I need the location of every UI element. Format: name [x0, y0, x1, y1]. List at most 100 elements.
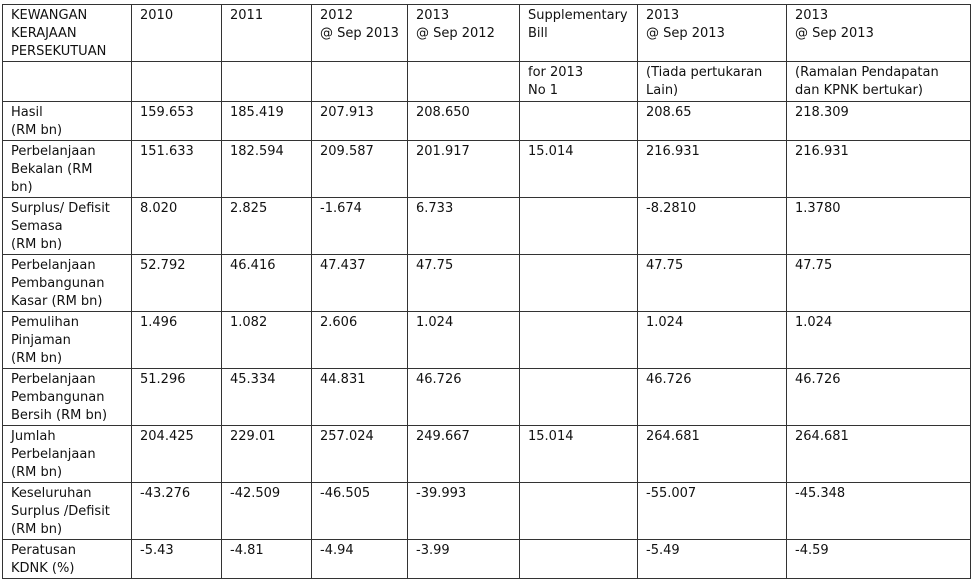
- table-cell: -39.993: [407, 482, 520, 540]
- table-cell: 216.931: [786, 140, 971, 198]
- table-cell: -43.276: [131, 482, 222, 540]
- header-subrow: for 2013 No 1 (Tiada pertukaran Lain) (R…: [2, 61, 971, 102]
- table-cell: 1.024: [786, 311, 971, 369]
- table-cell: 46.416: [221, 254, 312, 312]
- table-cell: 209.587: [311, 140, 408, 198]
- table-cell: 44.831: [311, 368, 408, 426]
- row-label: Pemulihan Pinjaman (RM bn): [2, 311, 132, 369]
- header-cell-2012: 2012 @ Sep 2013: [311, 4, 408, 62]
- row-label: Surplus/ Defisit Semasa (RM bn): [2, 197, 132, 255]
- table-cell: 46.726: [786, 368, 971, 426]
- table-cell: -4.94: [311, 539, 408, 579]
- table-cell: -8.2810: [637, 197, 787, 255]
- table-cell: 47.75: [407, 254, 520, 312]
- row-label: Jumlah Perbelanjaan (RM bn): [2, 425, 132, 483]
- table-cell: 1.024: [407, 311, 520, 369]
- table-cell: 208.65: [637, 101, 787, 141]
- table-cell: 47.437: [311, 254, 408, 312]
- table-cell: 257.024: [311, 425, 408, 483]
- table-row: Perbelanjaan Pembangunan Kasar (RM bn) 5…: [2, 254, 971, 312]
- table-cell: 1.3780: [786, 197, 971, 255]
- table-cell: 15.014: [519, 425, 638, 483]
- row-label: Perbelanjaan Pembangunan Bersih (RM bn): [2, 368, 132, 426]
- table-cell: -45.348: [786, 482, 971, 540]
- table-cell: 185.419: [221, 101, 312, 141]
- table-cell: -42.509: [221, 482, 312, 540]
- table-row: Pemulihan Pinjaman (RM bn) 1.496 1.082 2…: [2, 311, 971, 369]
- table-cell: 47.75: [786, 254, 971, 312]
- row-label: Perbelanjaan Pembangunan Kasar (RM bn): [2, 254, 132, 312]
- table-cell: 208.650: [407, 101, 520, 141]
- table-cell: 204.425: [131, 425, 222, 483]
- table-cell: 229.01: [221, 425, 312, 483]
- table-cell: 182.594: [221, 140, 312, 198]
- header-cell-2011: 2011: [221, 4, 312, 62]
- row-label: Hasil (RM bn): [2, 101, 132, 141]
- table-cell: 15.014: [519, 140, 638, 198]
- table-row: Perbelanjaan Pembangunan Bersih (RM bn) …: [2, 368, 971, 426]
- table-cell: [519, 101, 638, 141]
- table-cell: -4.59: [786, 539, 971, 579]
- table-cell: 1.496: [131, 311, 222, 369]
- table-cell: 2.606: [311, 311, 408, 369]
- table-cell: [519, 482, 638, 540]
- table-row: Peratusan KDNK (%) -5.43 -4.81 -4.94 -3.…: [2, 539, 971, 579]
- table-cell: -5.49: [637, 539, 787, 579]
- table-cell: 8.020: [131, 197, 222, 255]
- header-subcell-supplementary-bill: for 2013 No 1: [519, 61, 638, 102]
- table-row: Hasil (RM bn) 159.653 185.419 207.913 20…: [2, 101, 971, 141]
- table-cell: 264.681: [786, 425, 971, 483]
- header-cell-2010: 2010: [131, 4, 222, 62]
- row-label: Keseluruhan Surplus /Defisit (RM bn): [2, 482, 132, 540]
- table-cell: 264.681: [637, 425, 787, 483]
- header-subcell: [311, 61, 408, 102]
- table-cell: -46.505: [311, 482, 408, 540]
- table-cell: [519, 539, 638, 579]
- table-cell: 216.931: [637, 140, 787, 198]
- table-cell: -55.007: [637, 482, 787, 540]
- table-cell: 151.633: [131, 140, 222, 198]
- table-cell: 249.667: [407, 425, 520, 483]
- table-cell: 52.792: [131, 254, 222, 312]
- table-cell: -5.43: [131, 539, 222, 579]
- header-cell-2013-sep-2012: 2013 @ Sep 2012: [407, 4, 520, 62]
- table-cell: 218.309: [786, 101, 971, 141]
- header-cell-2013-forecast: 2013 @ Sep 2013: [786, 4, 971, 62]
- table-row: Keseluruhan Surplus /Defisit (RM bn) -43…: [2, 482, 971, 540]
- table-cell: 47.75: [637, 254, 787, 312]
- federal-finance-table: KEWANGAN KERAJAAN PERSEKUTUAN 2010 2011 …: [2, 4, 971, 579]
- header-subcell-forecast: (Ramalan Pendapatan dan KPNK bertukar): [786, 61, 971, 102]
- table-cell: 2.825: [221, 197, 312, 255]
- table-row: Perbelanjaan Bekalan (RM bn) 151.633 182…: [2, 140, 971, 198]
- table-cell: 201.917: [407, 140, 520, 198]
- row-label: Perbelanjaan Bekalan (RM bn): [2, 140, 132, 198]
- row-label: Peratusan KDNK (%): [2, 539, 132, 579]
- header-subcell: [131, 61, 222, 102]
- table-cell: [519, 311, 638, 369]
- table-cell: [519, 254, 638, 312]
- header-cell-2013-no-change: 2013 @ Sep 2013: [637, 4, 787, 62]
- table-cell: [519, 368, 638, 426]
- table-row: Surplus/ Defisit Semasa (RM bn) 8.020 2.…: [2, 197, 971, 255]
- table-cell: 6.733: [407, 197, 520, 255]
- header-subcell: [2, 61, 132, 102]
- table-cell: 1.082: [221, 311, 312, 369]
- table-row: Jumlah Perbelanjaan (RM bn) 204.425 229.…: [2, 425, 971, 483]
- table-cell: 46.726: [637, 368, 787, 426]
- table-cell: 45.334: [221, 368, 312, 426]
- table-cell: 159.653: [131, 101, 222, 141]
- table-cell: -4.81: [221, 539, 312, 579]
- table-cell: 51.296: [131, 368, 222, 426]
- header-subcell: [407, 61, 520, 102]
- header-row: KEWANGAN KERAJAAN PERSEKUTUAN 2010 2011 …: [2, 4, 971, 62]
- header-subcell-no-change: (Tiada pertukaran Lain): [637, 61, 787, 102]
- table-cell: -1.674: [311, 197, 408, 255]
- table-cell: [519, 197, 638, 255]
- header-subcell: [221, 61, 312, 102]
- table-cell: 46.726: [407, 368, 520, 426]
- table-cell: -3.99: [407, 539, 520, 579]
- table-cell: 207.913: [311, 101, 408, 141]
- header-cell-title: KEWANGAN KERAJAAN PERSEKUTUAN: [2, 4, 132, 62]
- header-cell-supplementary-bill: Supplementary Bill: [519, 4, 638, 62]
- table-cell: 1.024: [637, 311, 787, 369]
